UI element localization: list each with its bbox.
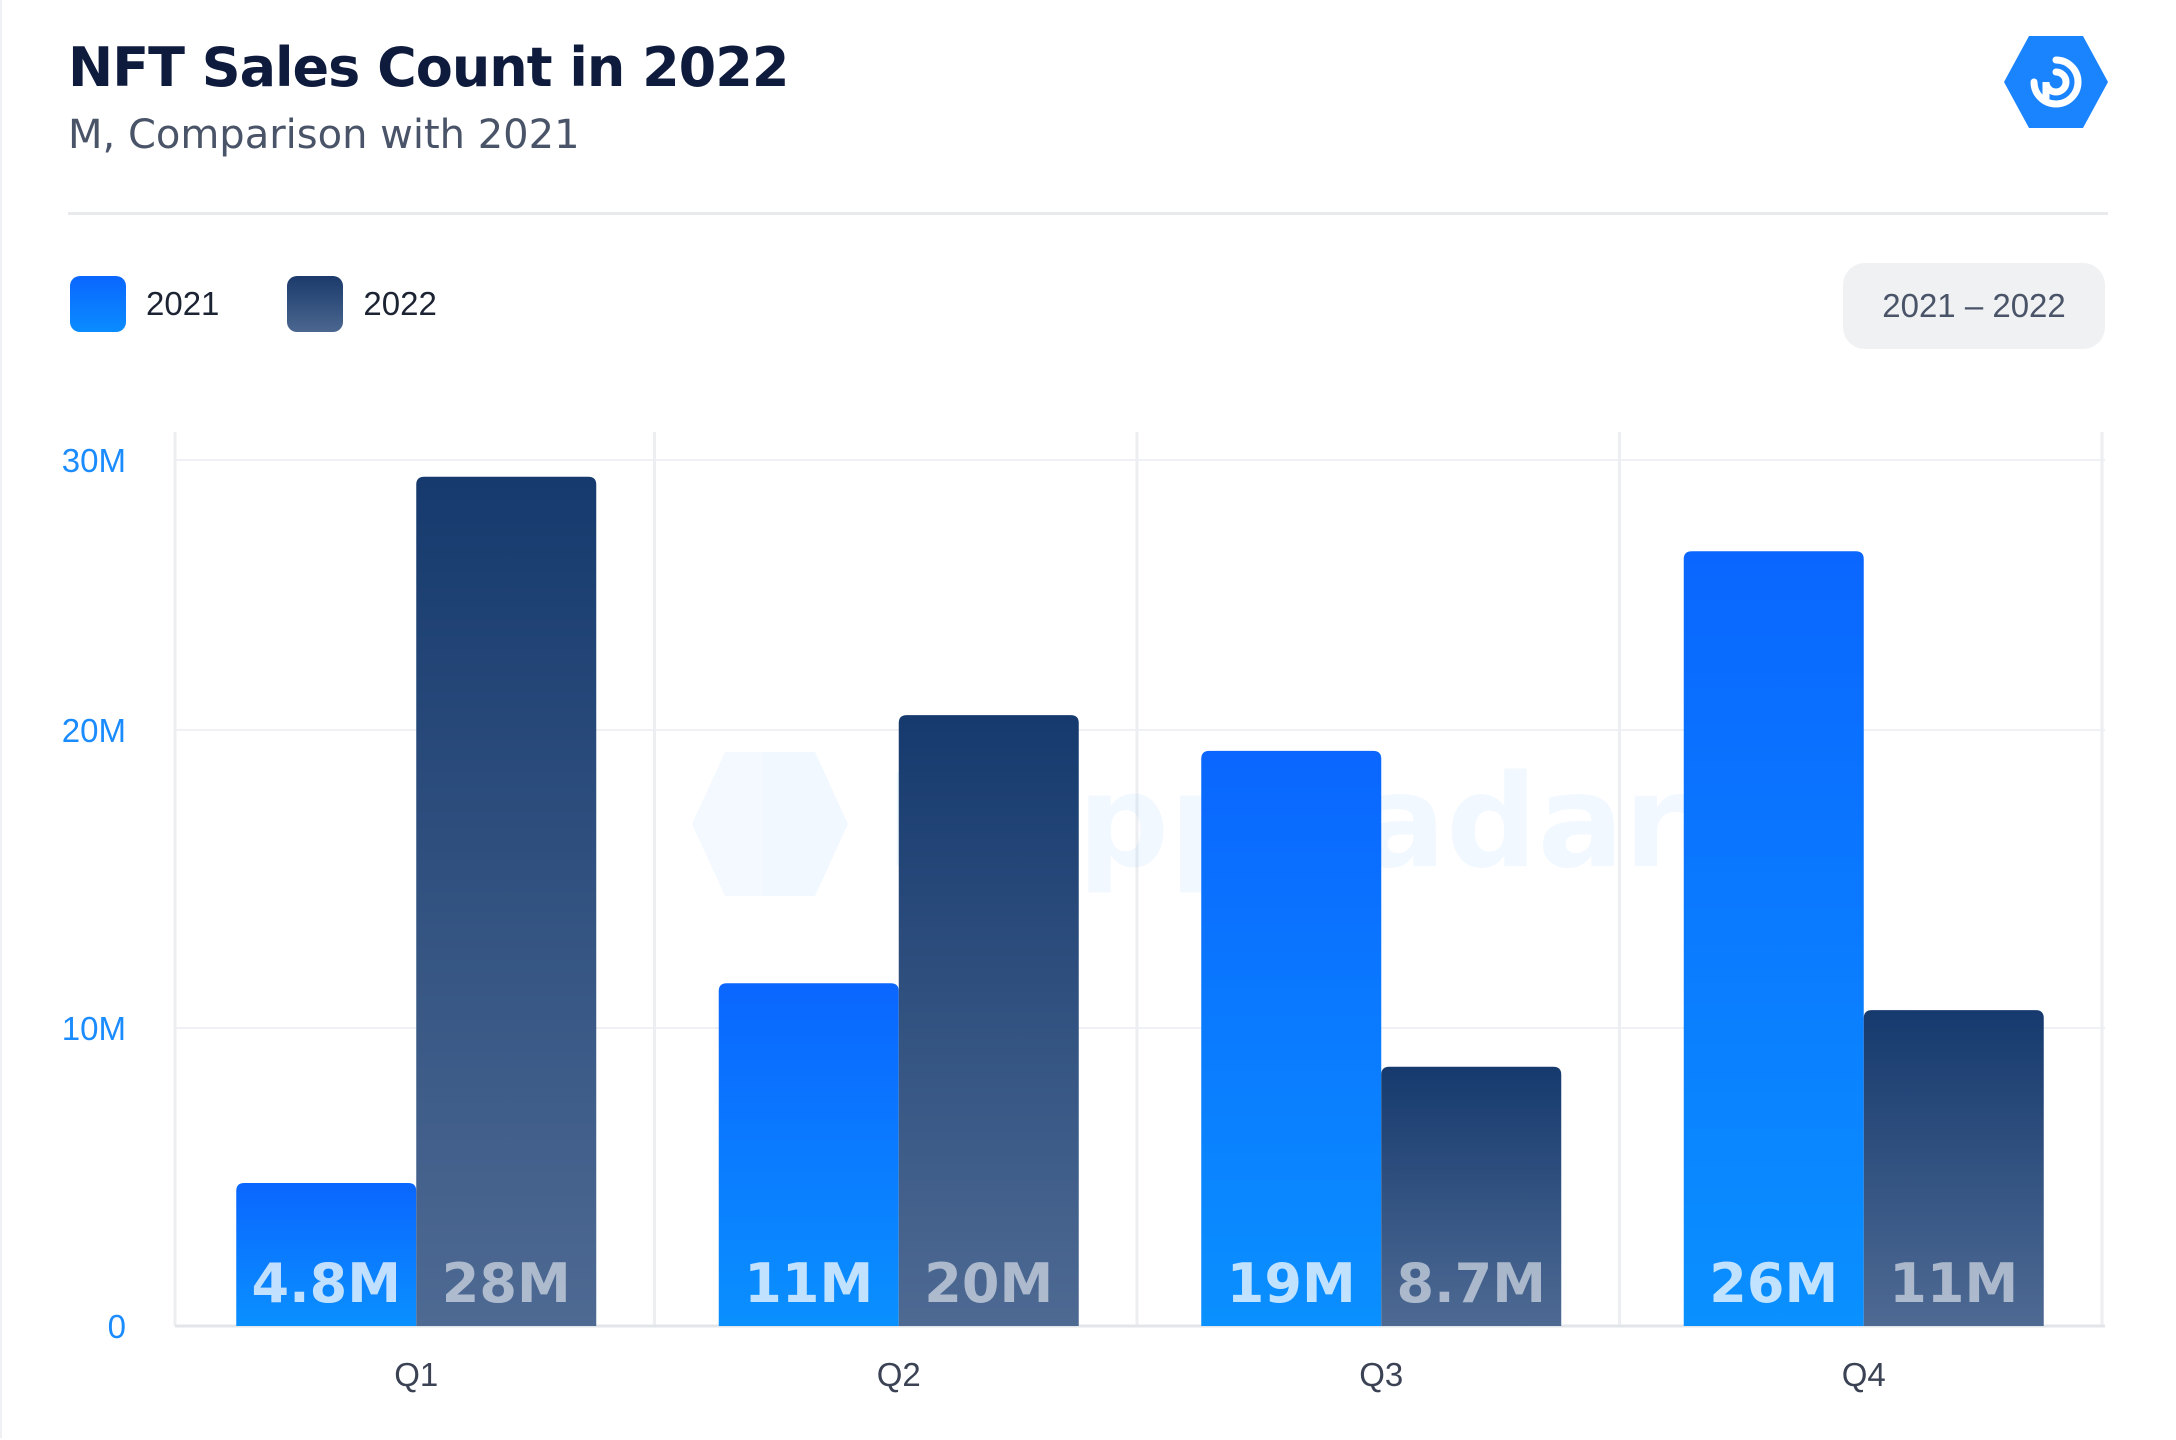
legend-swatch-2022: [287, 276, 344, 332]
x-tick-label-Q2: Q2: [877, 1356, 921, 1393]
data-label-2022-Q2: 20M: [924, 1252, 1053, 1315]
y-tick-label: 0: [108, 1308, 126, 1345]
data-label-2021-Q1: 4.8M: [252, 1252, 401, 1315]
legend-item-2021[interactable]: 2021: [70, 276, 219, 332]
x-tick-label-Q3: Q3: [1359, 1356, 1403, 1393]
bar-2022-Q4[interactable]: [1863, 1010, 2044, 1326]
data-label-2022-Q4: 11M: [1889, 1252, 2018, 1315]
data-label-2022-Q1: 28M: [442, 1252, 571, 1315]
data-label-2022-Q3: 8.7M: [1397, 1252, 1546, 1315]
date-range-button[interactable]: 2021 – 2022: [1843, 263, 2105, 349]
bar-2022-Q2[interactable]: [898, 715, 1079, 1326]
legend-item-2022[interactable]: 2022: [287, 276, 437, 332]
y-tick-label: 20M: [62, 712, 126, 749]
watermark-logo-icon: [692, 752, 848, 896]
legend-swatch-2021: [70, 276, 126, 332]
y-tick-label: 30M: [62, 442, 126, 479]
data-label-2021-Q4: 26M: [1709, 1252, 1838, 1315]
x-tick-label-Q4: Q4: [1842, 1356, 1886, 1393]
y-tick-label: 10M: [62, 1010, 126, 1047]
legend-label-2021: 2021: [146, 285, 220, 322]
legend-label-2022: 2022: [363, 285, 437, 322]
bar-2021-Q4[interactable]: [1683, 551, 1864, 1326]
chart-legend: 2021 2022: [70, 276, 505, 332]
chart-subtitle: M, Comparison with 2021: [68, 112, 580, 158]
bar-2021-Q3[interactable]: [1201, 750, 1382, 1326]
bar-2021-Q1[interactable]: [236, 1182, 417, 1326]
x-tick-label-Q1: Q1: [394, 1356, 438, 1393]
data-label-2021-Q2: 11M: [744, 1252, 873, 1315]
dappradar-logo-icon: [2004, 36, 2108, 128]
bar-2022-Q3[interactable]: [1381, 1066, 1562, 1326]
data-label-2021-Q3: 19M: [1227, 1252, 1356, 1315]
bar-2022-Q1[interactable]: [416, 476, 597, 1326]
header-divider: [68, 212, 2108, 215]
bar-2021-Q2[interactable]: [718, 983, 899, 1326]
chart-title: NFT Sales Count in 2022: [68, 36, 789, 99]
